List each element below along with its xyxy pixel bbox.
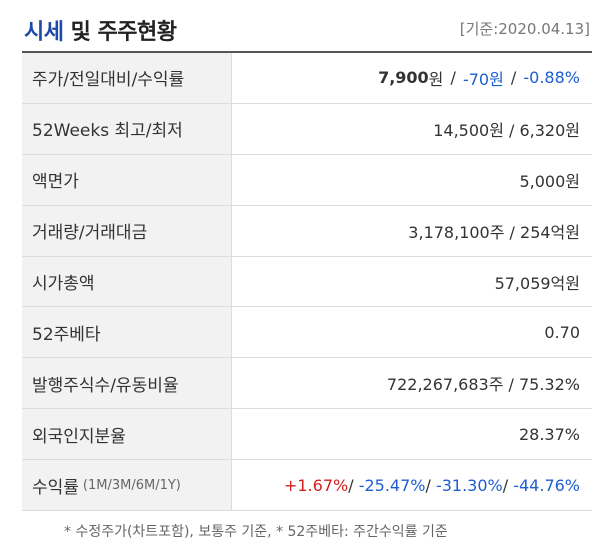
row-value: 5,000원	[519, 171, 580, 191]
returns-label: 수익률	[32, 477, 79, 498]
table-row-foreign: 외국인지분율 28.37%	[22, 409, 592, 461]
footnote: * 수정주가(차트포함), 보통주 기준, * 52주베타: 주간수익률 기준	[64, 524, 448, 540]
price-unit: 원	[428, 69, 444, 89]
row-value-returns: +1.67% / -25.47% / -31.30% / -44.76%	[283, 475, 580, 495]
return-1m: +1.67%	[283, 475, 349, 495]
table-row-volume: 거래량/거래대금 3,178,100주 / 254억원	[22, 205, 592, 257]
row-label: 발행주식수/유동비율	[22, 358, 232, 409]
row-value: 28.37%	[518, 424, 580, 444]
row-label: 외국인지분율	[22, 409, 232, 460]
row-value: 57,059억원	[494, 273, 580, 293]
table-row-face-value: 액면가 5,000원	[22, 154, 592, 206]
return-3m: -25.47%	[358, 475, 426, 495]
returns-label-sub: (1M/3M/6M/1Y)	[82, 477, 181, 493]
table-row-52weeks: 52Weeks 최고/최저 14,500원 / 6,320원	[22, 103, 592, 155]
row-label: 수익률 (1M/3M/6M/1Y)	[22, 460, 232, 511]
table-row-beta: 52주베타 0.70	[22, 307, 592, 359]
row-value: 722,267,683주 / 75.32%	[386, 375, 580, 395]
current-price: 7,900	[378, 68, 429, 88]
price-rate: -0.88%	[523, 68, 580, 88]
row-value: 3,178,100주 / 254억원	[408, 222, 580, 242]
row-value: 0.70	[544, 322, 580, 342]
row-label: 52주베타	[22, 307, 232, 358]
row-label: 주가/전일대비/수익률	[22, 53, 232, 103]
row-label: 52Weeks 최고/최저	[22, 103, 232, 154]
title-accent: 시세	[24, 20, 64, 45]
table-row-price: 주가/전일대비/수익률 7,900 원 / -70원 / -0.88%	[22, 53, 592, 104]
table-row-market-cap: 시가총액 57,059억원	[22, 256, 592, 308]
return-6m: -31.30%	[435, 475, 503, 495]
title-rest: 및 주주현황	[63, 20, 177, 45]
row-label: 거래량/거래대금	[22, 205, 232, 256]
table-row-returns: 수익률 (1M/3M/6M/1Y) +1.67% / -25.47% / -31.30…	[22, 460, 592, 512]
return-1y: -44.76%	[513, 475, 580, 495]
section-title: 시세 및 주주현황	[24, 14, 177, 46]
price-change: -70원	[462, 69, 504, 89]
row-value-price: 7,900 원 / -70원 / -0.88%	[232, 53, 592, 103]
row-label: 시가총액	[22, 256, 232, 307]
section-header: 시세 및 주주현황 [기준:2020.04.13]	[22, 0, 592, 50]
base-date: [기준:2020.04.13]	[459, 20, 590, 38]
row-label: 액면가	[22, 154, 232, 205]
market-info-table: 주가/전일대비/수익률 7,900 원 / -70원 / -0.88% 52Wee…	[22, 51, 592, 512]
row-value: 14,500원 / 6,320원	[433, 120, 580, 140]
table-row-shares: 발행주식수/유동비율 722,267,683주 / 75.32%	[22, 358, 592, 410]
